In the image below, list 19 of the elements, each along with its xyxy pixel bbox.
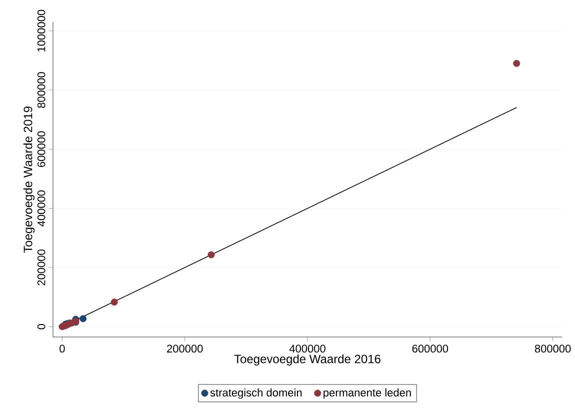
point [110, 298, 118, 306]
x-tick-label: 800000 [534, 344, 571, 353]
x-tick-label: 600000 [412, 344, 448, 353]
y-tick-label: 200000 [37, 250, 46, 286]
legend-label: permanente leden [324, 388, 411, 399]
y-tick-label: 0 [37, 324, 46, 330]
x-tick-label: 200000 [167, 344, 203, 353]
y-tick-label: 800000 [37, 72, 46, 108]
point [80, 315, 87, 322]
y-axis-title: Toegevoegde Waarde 2019 [23, 106, 35, 253]
point [208, 251, 215, 258]
y-tick-label: 400000 [37, 190, 46, 226]
legend-label: strategisch domein [210, 388, 302, 399]
y-tick-label: 1000000 [37, 10, 46, 52]
y-tick-label: 600000 [37, 131, 46, 167]
x-axis-title: Toegevoegde Waarde 2016 [234, 354, 380, 366]
x-tick-label: 0 [60, 344, 65, 353]
x-tick-label: 400000 [289, 344, 326, 353]
point [513, 60, 520, 67]
